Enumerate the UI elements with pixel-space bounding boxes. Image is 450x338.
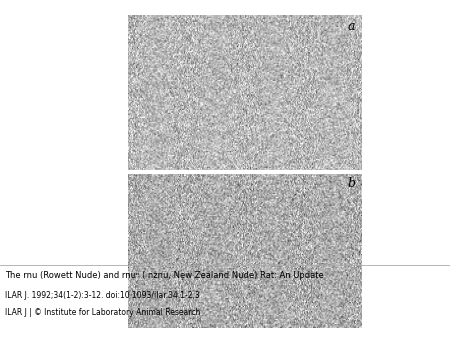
Text: a: a bbox=[348, 20, 355, 33]
Text: b: b bbox=[347, 177, 355, 190]
Text: ILAR J. 1992;34(1-2):3-12. doi:10.1093/ilar.34.1-2.3: ILAR J. 1992;34(1-2):3-12. doi:10.1093/i… bbox=[5, 291, 200, 300]
Text: ILAR J | © Institute for Laboratory Animal Research: ILAR J | © Institute for Laboratory Anim… bbox=[5, 308, 201, 317]
Text: The rnu (Rowett Nude) and rnuⁿ ( nznu, New Zealand Nude) Rat: An Update: The rnu (Rowett Nude) and rnuⁿ ( nznu, N… bbox=[5, 271, 324, 280]
